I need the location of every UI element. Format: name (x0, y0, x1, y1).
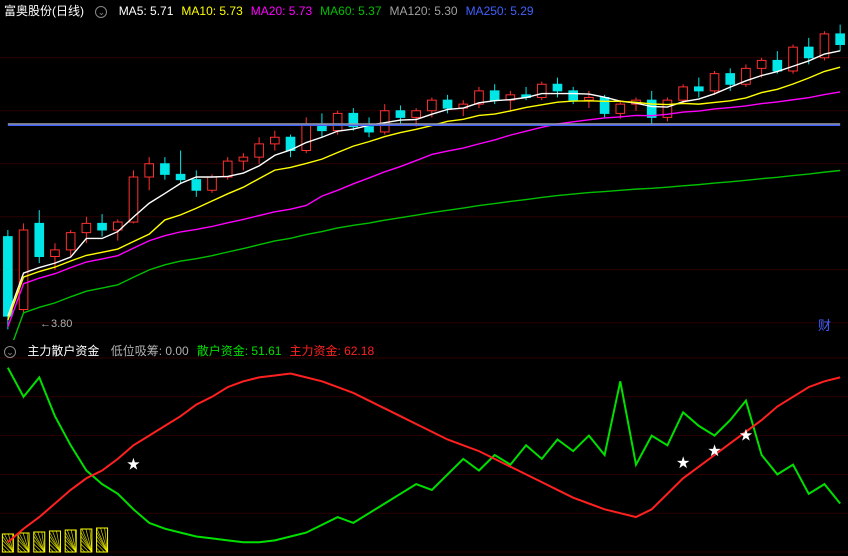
svg-text:★: ★ (739, 428, 753, 445)
toggle-icon[interactable]: ⌄ (95, 6, 107, 18)
main-legend: 富奥股份(日线) ⌄ MA5: 5.71 MA10: 5.73 MA20: 5.73… (4, 2, 550, 19)
sub-chart-panel[interactable]: ⌄ 主力散户资金 低位吸筹: 0.00 散户资金: 51.61 主力资金: 62.1… (0, 340, 848, 556)
svg-text:★: ★ (126, 457, 140, 474)
ma-legend-ma60: MA60: 5.37 (320, 4, 381, 18)
indicator-chart[interactable]: ★ ★ ★ ★ (0, 340, 848, 556)
sub-legend-item: 散户资金: 51.61 (197, 344, 282, 358)
svg-text:★: ★ (707, 443, 721, 460)
svg-text:财: 财 (818, 318, 831, 333)
ma-legend-ma5: MA5: 5.71 (119, 4, 174, 18)
sub-legend: ⌄ 主力散户资金 低位吸筹: 0.00 散户资金: 51.61 主力资金: 62.1… (4, 342, 390, 359)
sub-legend-item: 主力资金: 62.18 (289, 344, 374, 358)
svg-text:★: ★ (676, 455, 690, 472)
toggle-icon[interactable]: ⌄ (4, 346, 16, 358)
svg-text:←3.80: ←3.80 (40, 318, 72, 330)
ma-legend-ma250: MA250: 5.29 (466, 4, 534, 18)
sub-title: 主力散户资金 (27, 344, 99, 358)
ma-legend-ma10: MA10: 5.73 (181, 4, 242, 18)
stock-title: 富奥股份(日线) (4, 4, 84, 18)
ma-legend-ma120: MA120: 5.30 (390, 4, 458, 18)
main-chart-panel[interactable]: 富奥股份(日线) ⌄ MA5: 5.71 MA10: 5.73 MA20: 5.73… (0, 0, 848, 340)
ma-legend-ma20: MA20: 5.73 (251, 4, 312, 18)
candlestick-chart[interactable]: ←3.80 财 (0, 0, 848, 340)
sub-legend-item: 低位吸筹: 0.00 (111, 344, 189, 358)
